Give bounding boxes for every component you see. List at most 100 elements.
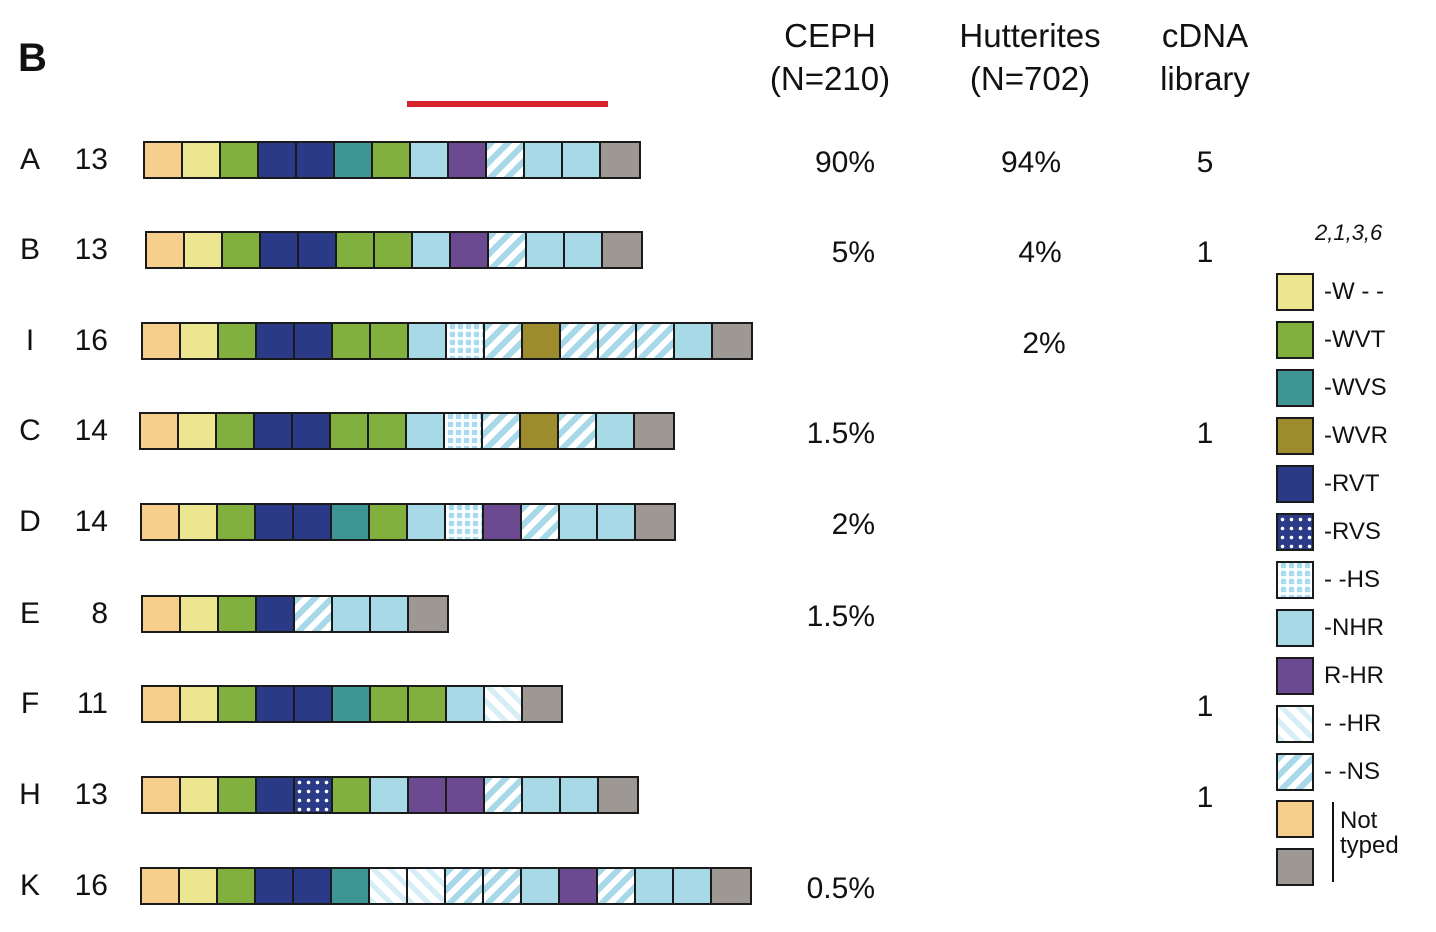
ceph-frequency: 1.5% — [806, 600, 875, 633]
segment-hr — [408, 869, 446, 903]
segment-rvt — [295, 324, 333, 358]
segment-ns — [598, 869, 636, 903]
segment-nt2 — [599, 778, 637, 812]
legend-label: - -HR — [1324, 710, 1382, 737]
segment-nhr — [565, 233, 603, 267]
segment-ns — [561, 324, 599, 358]
segment-nhr — [523, 778, 561, 812]
haplotype-track — [141, 685, 563, 723]
segment-ns — [485, 778, 523, 812]
segment-wvr — [521, 414, 559, 448]
segment-wvt — [373, 143, 411, 177]
row-label-h: H — [19, 778, 41, 811]
row-count: 16 — [74, 869, 108, 902]
segment-nt2 — [713, 324, 751, 358]
legend-swatch — [1276, 465, 1314, 503]
segment-wvt — [217, 414, 255, 448]
segment-w — [181, 687, 219, 721]
legend-label: - -HS — [1324, 566, 1380, 593]
segment-rhr — [409, 778, 447, 812]
segment-nt1 — [141, 414, 179, 448]
segment-nhr — [371, 778, 409, 812]
segment-rvt — [293, 414, 331, 448]
segment-rvs — [295, 778, 333, 812]
row-label-d: D — [19, 505, 41, 538]
cdna-count: 1 — [1196, 417, 1214, 450]
legend-label: R-HR — [1324, 662, 1384, 689]
segment-rhr — [560, 869, 598, 903]
legend-item-nhr: -NHR — [1276, 604, 1388, 652]
segment-w — [183, 143, 221, 177]
legend-swatch — [1276, 561, 1314, 599]
legend-label: -RVT — [1324, 470, 1380, 497]
segment-wvt — [219, 324, 257, 358]
segment-rvt — [295, 687, 333, 721]
legend-item-rhr: R-HR — [1276, 652, 1388, 700]
legend-swatch — [1276, 273, 1314, 311]
segment-wvt — [371, 687, 409, 721]
segment-nhr — [675, 324, 713, 358]
haplotype-track — [143, 141, 641, 179]
row-count: 16 — [74, 324, 108, 357]
segment-rvt — [257, 597, 295, 631]
column-header-cdna-library: cDNA library — [1160, 17, 1250, 97]
segment-ns — [295, 597, 333, 631]
segment-wvs — [335, 143, 373, 177]
segment-ns — [446, 869, 484, 903]
segment-hr — [370, 869, 408, 903]
row-count: 11 — [76, 687, 108, 720]
segment-nhr — [597, 414, 635, 448]
legend-swatch — [1276, 609, 1314, 647]
segment-nhr — [407, 414, 445, 448]
segment-ns — [483, 414, 521, 448]
segment-nt1 — [147, 233, 185, 267]
cdna-count: 1 — [1196, 690, 1214, 723]
haplotype-track — [140, 867, 752, 905]
legend-bracket — [1332, 802, 1334, 882]
segment-nhr — [371, 597, 409, 631]
haplotype-track — [141, 776, 639, 814]
segment-nt2 — [635, 414, 673, 448]
legend-item-wvs: -WVS — [1276, 364, 1388, 412]
segment-w — [181, 778, 219, 812]
legend-swatch-not-typed-1 — [1276, 800, 1314, 838]
segment-w — [180, 505, 218, 539]
column-header-ceph: CEPH (N=210) — [769, 17, 891, 97]
row-label-c: C — [19, 414, 41, 447]
segment-nhr — [525, 143, 563, 177]
segment-wvs — [332, 869, 370, 903]
legend-label: -WVT — [1324, 326, 1386, 353]
hutterites-frequency: 94% — [1000, 146, 1062, 179]
segment-wvt — [219, 687, 257, 721]
segment-rhr — [447, 778, 485, 812]
legend-not-typed-label: Not typed — [1340, 807, 1399, 859]
row-count: 14 — [74, 414, 108, 447]
segment-nt1 — [143, 597, 181, 631]
haplotype-track — [141, 322, 753, 360]
segment-rhr — [451, 233, 489, 267]
segment-nhr — [636, 869, 674, 903]
ceph-frequency: 0.5% — [806, 872, 875, 905]
segment-nt2 — [409, 597, 447, 631]
segment-ns — [485, 324, 523, 358]
segment-nt2 — [603, 233, 641, 267]
segment-rvt — [256, 505, 294, 539]
segment-nhr — [560, 505, 598, 539]
segment-rhr — [449, 143, 487, 177]
segment-nt1 — [143, 324, 181, 358]
segment-nt2 — [523, 687, 561, 721]
row-count: 8 — [91, 597, 108, 630]
segment-wvr — [523, 324, 561, 358]
haplotype-track — [139, 412, 675, 450]
legend-item-ns: - -NS — [1276, 748, 1388, 796]
segment-nhr — [409, 324, 447, 358]
segment-wvt — [223, 233, 261, 267]
row-label-i: I — [25, 324, 35, 357]
segment-nhr — [527, 233, 565, 267]
segment-rvt — [294, 869, 332, 903]
segment-wvt — [218, 869, 256, 903]
segment-wvs — [332, 505, 370, 539]
segment-w — [181, 324, 219, 358]
segment-rvt — [299, 233, 337, 267]
legend-label: -WVS — [1324, 374, 1387, 401]
